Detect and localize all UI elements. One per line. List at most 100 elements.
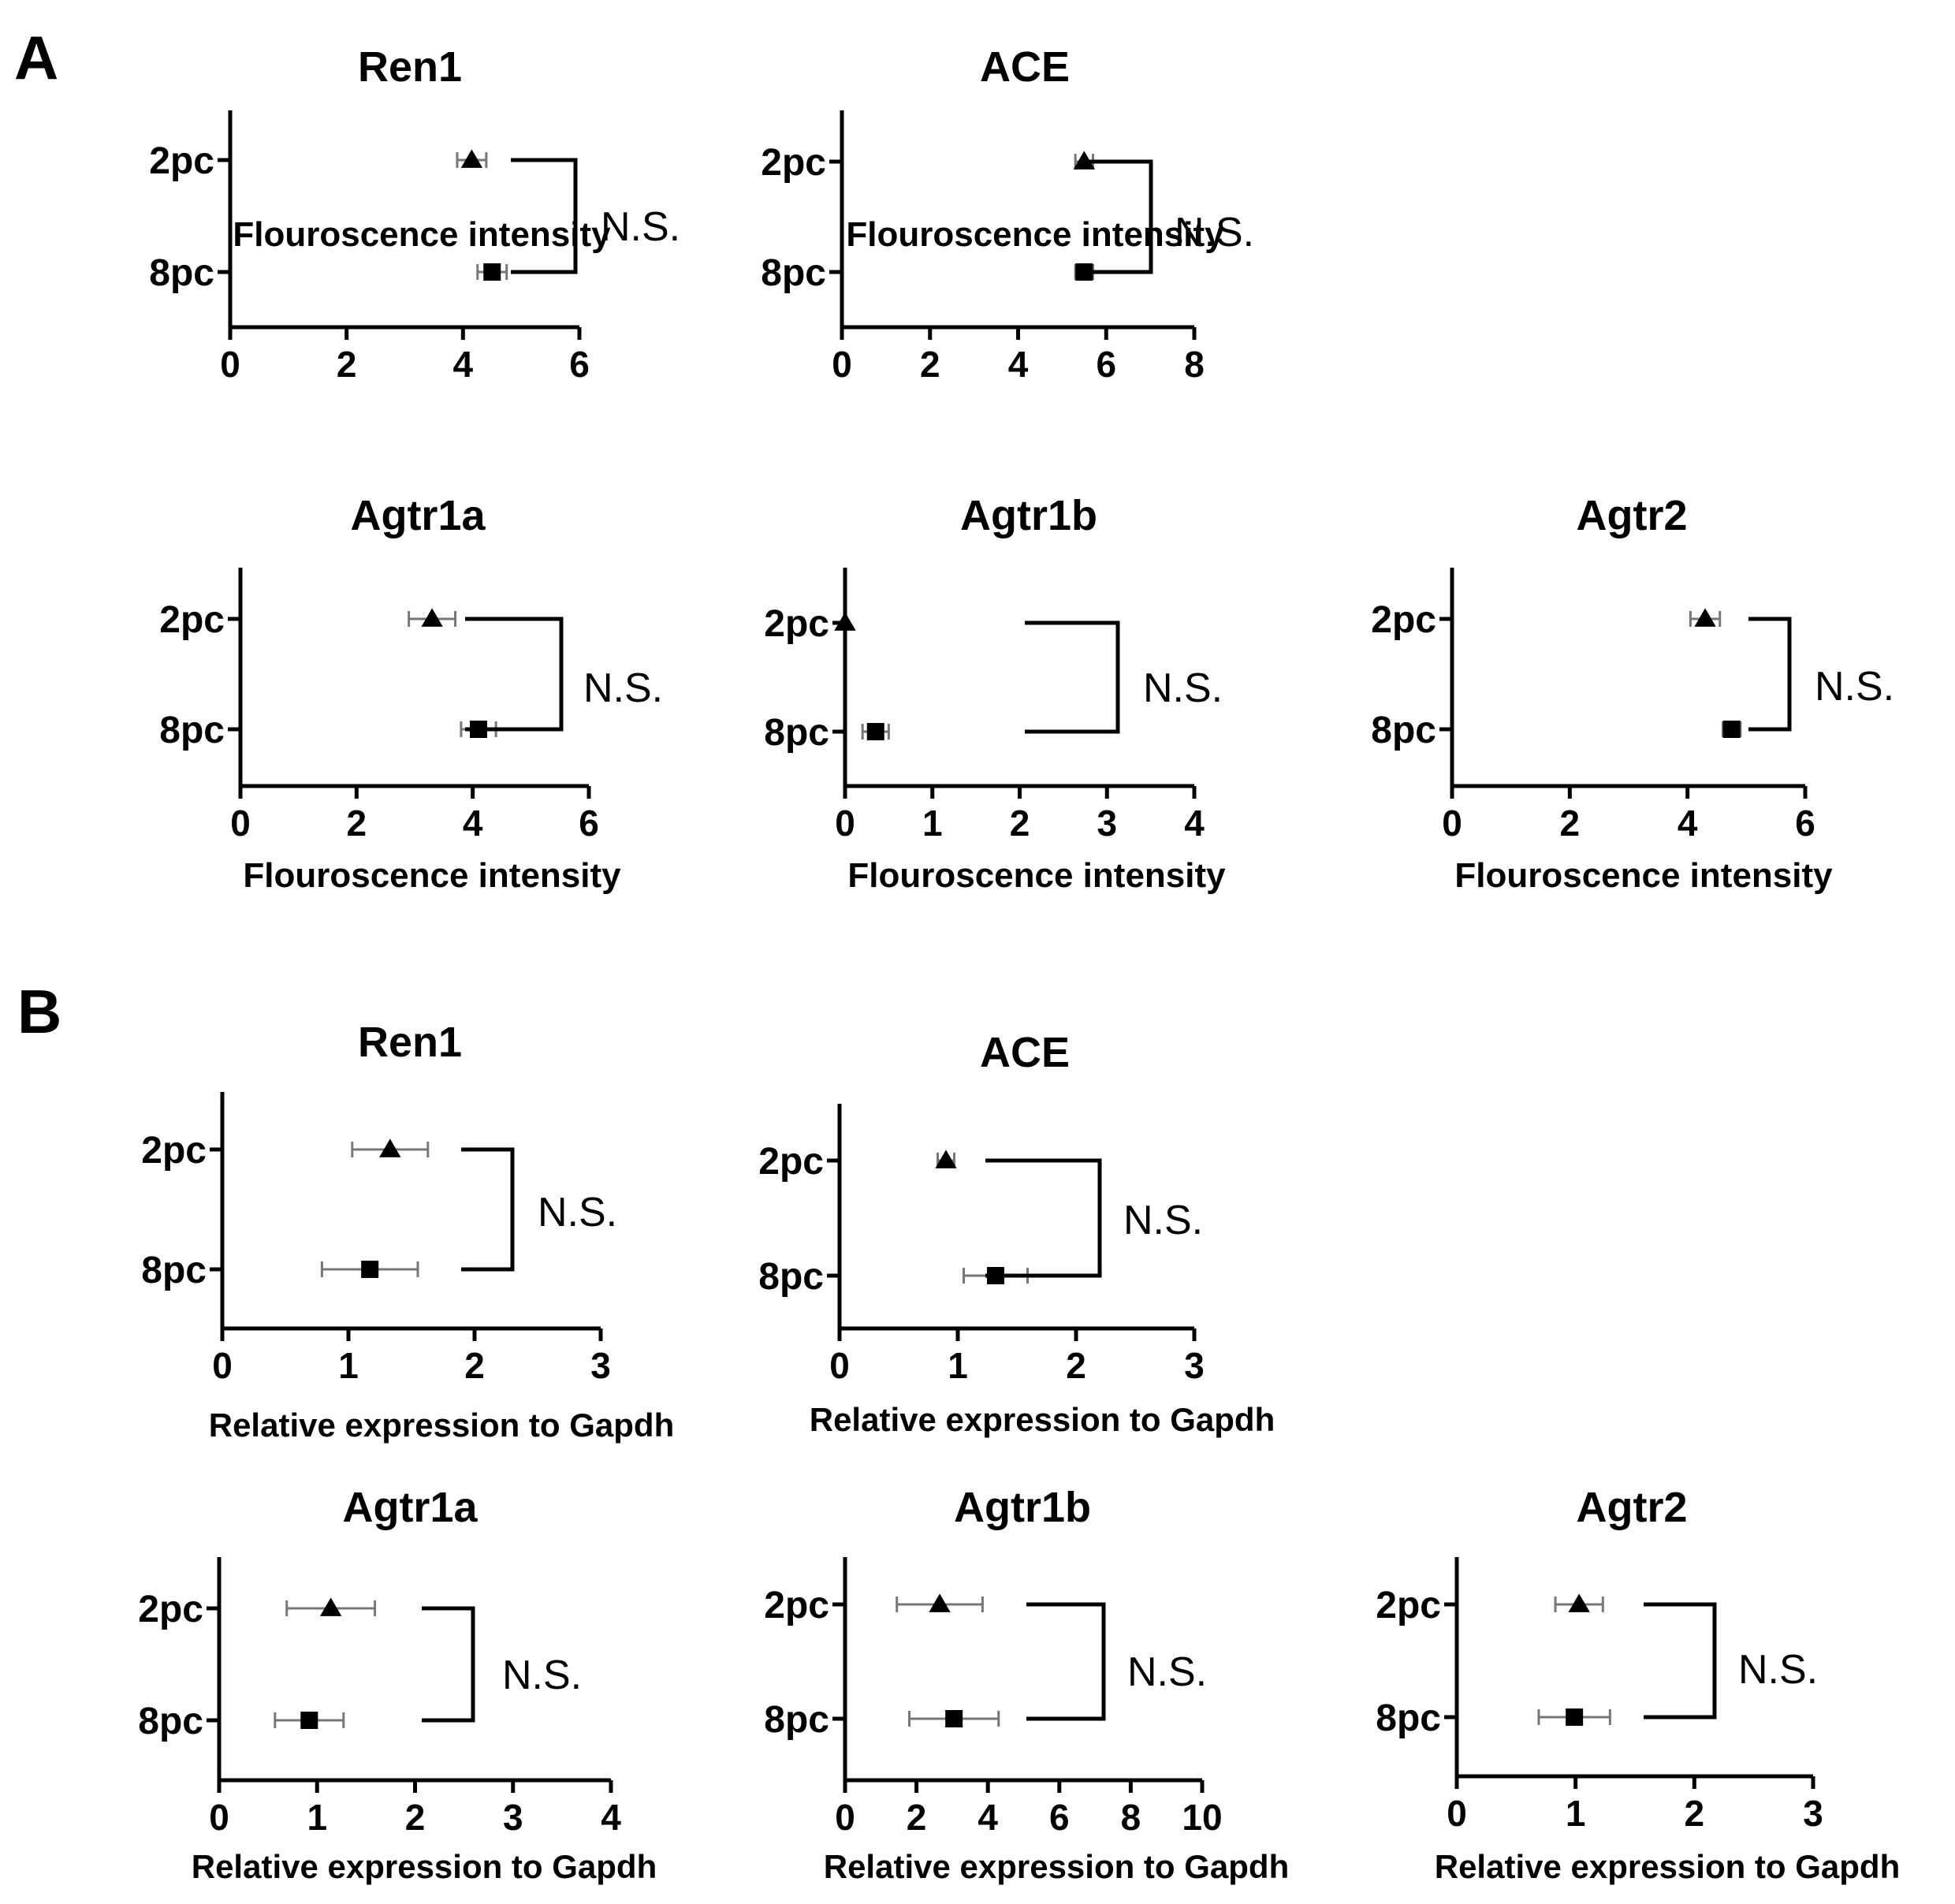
- data-point-square: [1566, 1708, 1584, 1726]
- x-tick-label: 8: [1121, 1797, 1141, 1838]
- x-tick-label: 3: [1184, 1345, 1205, 1386]
- x-tick-label: 4: [463, 803, 483, 844]
- x-tick-label: 2: [1066, 1345, 1086, 1386]
- category-label-8pc: 8pc: [764, 712, 829, 754]
- significance-label: N.S.: [502, 1652, 582, 1698]
- x-tick-label: 8: [1184, 344, 1205, 385]
- data-point-square: [866, 723, 884, 740]
- significance-bracket: [511, 158, 578, 274]
- x-tick-label: 0: [829, 1345, 850, 1386]
- x-tick-label: 2: [337, 344, 357, 385]
- x-axis-label: Flouroscence intensity: [233, 215, 611, 254]
- data-point-square: [300, 1712, 318, 1729]
- x-tick-label: 0: [835, 803, 855, 844]
- significance-bracket: [985, 1158, 1102, 1278]
- data-point-square: [945, 1710, 963, 1727]
- chart-title: ACE: [980, 43, 1070, 91]
- x-tick-label: 2: [1010, 803, 1030, 844]
- chart-a-agtr1b: Agtr1b 0 1 2 3 4 2pc 8pc N.S. Flouroscence intens…: [764, 492, 1226, 895]
- category-label-2pc: 2pc: [1376, 1585, 1441, 1626]
- x-axis-label: Relative expression to Gapdh: [824, 1848, 1290, 1885]
- x-axis-label: Relative expression to Gapdh: [1435, 1848, 1901, 1885]
- data-point-triangle: [834, 612, 856, 631]
- category-label-2pc: 2pc: [159, 599, 225, 641]
- data-point-triangle: [460, 149, 483, 168]
- x-tick-label: 3: [1803, 1793, 1823, 1834]
- category-label-8pc: 8pc: [141, 1250, 207, 1291]
- x-tick-label: 0: [209, 1797, 229, 1838]
- data-point-triangle: [421, 608, 443, 627]
- significance-bracket: [1026, 1602, 1106, 1721]
- x-tick-label: 6: [1096, 344, 1116, 385]
- x-tick-label: 4: [453, 344, 474, 385]
- data-point-square: [483, 263, 501, 281]
- x-tick-label: 4: [978, 1797, 998, 1838]
- chart-title: Agtr1a: [342, 1484, 478, 1531]
- x-axis-label: Relative expression to Gapdh: [209, 1407, 675, 1444]
- category-label-8pc: 8pc: [764, 1699, 829, 1741]
- data-point-square: [1722, 721, 1741, 738]
- chart-title: Ren1: [358, 43, 462, 91]
- category-label-8pc: 8pc: [1376, 1697, 1441, 1739]
- significance-label: N.S.: [1175, 210, 1254, 255]
- x-tick-label: 1: [948, 1345, 968, 1386]
- x-tick-label: 2: [920, 344, 940, 385]
- x-tick-label: 6: [569, 344, 590, 385]
- data-point-square: [361, 1261, 379, 1278]
- category-label-2pc: 2pc: [149, 140, 214, 182]
- category-label-2pc: 2pc: [761, 142, 826, 184]
- chart-title: ACE: [980, 1029, 1070, 1076]
- category-label-8pc: 8pc: [159, 710, 225, 751]
- chart-title: Agtr1b: [960, 492, 1097, 539]
- chart-title: Agtr1b: [954, 1484, 1091, 1531]
- x-tick-label: 0: [230, 803, 251, 844]
- x-tick-label: 2: [1685, 1793, 1705, 1834]
- x-tick-label: 1: [338, 1345, 359, 1386]
- category-label-2pc: 2pc: [758, 1141, 824, 1183]
- significance-label: N.S.: [1738, 1647, 1818, 1693]
- x-tick-label: 1: [922, 803, 943, 844]
- panel-letter-b: B: [17, 977, 61, 1046]
- significance-bracket: [461, 1147, 515, 1272]
- chart-b-ace: ACE 0 1 2 3 2pc 8pc N.S. Relative expression to …: [758, 1029, 1275, 1438]
- category-label-8pc: 8pc: [149, 252, 214, 294]
- x-tick-label: 6: [579, 803, 599, 844]
- chart-a-agtr1a: Agtr1a 0 2 4 6 2pc 8pc N.S. Flouroscence intensi…: [159, 492, 663, 895]
- significance-bracket: [1748, 617, 1792, 732]
- x-tick-label: 0: [220, 344, 240, 385]
- category-label-2pc: 2pc: [764, 1585, 829, 1626]
- data-point-triangle: [1694, 608, 1716, 627]
- x-axis-label: Flouroscence intensity: [846, 215, 1224, 254]
- category-label-2pc: 2pc: [764, 603, 829, 645]
- chart-a-agtr2: Agtr2 0 2 4 6 2pc 8pc N.S. Flouroscence intensit…: [1371, 492, 1894, 895]
- x-tick-label: 1: [1566, 1793, 1586, 1834]
- x-tick-label: 0: [835, 1797, 855, 1838]
- data-point-triangle: [320, 1597, 342, 1616]
- x-tick-label: 3: [1097, 803, 1117, 844]
- significance-label: N.S.: [1815, 664, 1894, 710]
- data-point-triangle: [1568, 1593, 1590, 1612]
- chart-a-ren1: Ren1 0 2 4 6 2pc 8pc N.S.Flouroscence intensity: [149, 43, 680, 385]
- significance-bracket: [1644, 1602, 1717, 1720]
- category-label-8pc: 8pc: [758, 1256, 824, 1298]
- x-tick-label: 2: [464, 1345, 485, 1386]
- chart-a-ace: ACE 0 2 4 6 8 2pc 8pc N.S.Flouroscence intensity: [761, 43, 1254, 385]
- x-tick-label: 0: [1447, 1793, 1467, 1834]
- data-point-triangle: [379, 1138, 401, 1157]
- significance-label: N.S.: [1127, 1649, 1207, 1695]
- panel-letter-a: A: [14, 23, 58, 92]
- significance-label: N.S.: [1123, 1198, 1203, 1243]
- significance-label: N.S.: [583, 665, 663, 711]
- x-tick-label: 3: [503, 1797, 523, 1838]
- x-axis-label: Relative expression to Gapdh: [810, 1401, 1275, 1438]
- chart-title: Agtr2: [1576, 1484, 1687, 1531]
- x-tick-label: 3: [590, 1345, 611, 1386]
- x-tick-label: 0: [212, 1345, 233, 1386]
- category-label-8pc: 8pc: [1371, 710, 1436, 751]
- x-axis-label: Flouroscence intensity: [1454, 856, 1833, 895]
- data-point-triangle: [935, 1149, 957, 1168]
- x-tick-label: 2: [1560, 803, 1581, 844]
- significance-bracket: [422, 1606, 475, 1723]
